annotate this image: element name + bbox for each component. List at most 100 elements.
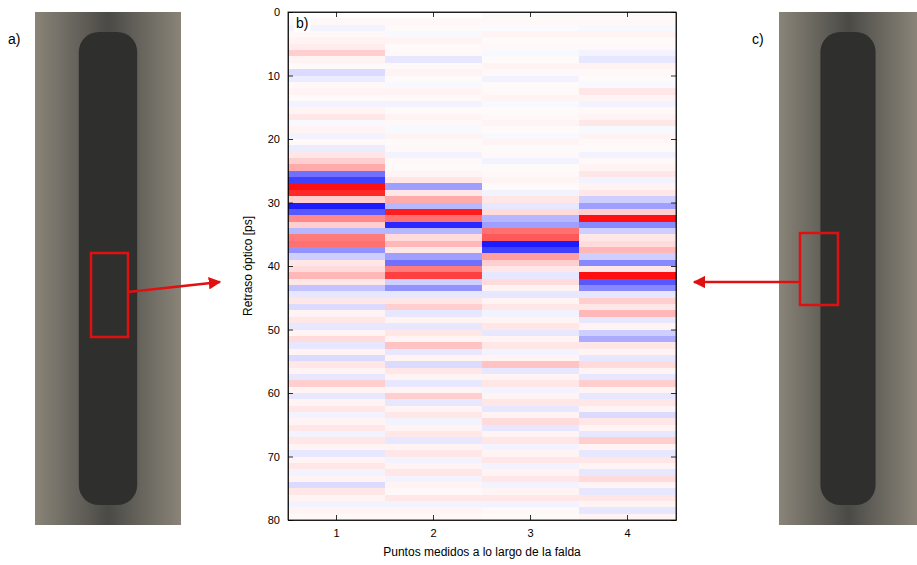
heatmap-cell bbox=[482, 133, 579, 140]
heatmap-cell bbox=[288, 31, 385, 38]
heatmap-cell bbox=[579, 495, 676, 502]
heatmap-cell bbox=[288, 393, 385, 400]
y-axis-right bbox=[671, 13, 677, 521]
heatmap-cell bbox=[385, 418, 482, 425]
heatmap-cell bbox=[579, 463, 676, 470]
heatmap-cell bbox=[482, 469, 579, 476]
heatmap-cell bbox=[482, 457, 579, 464]
heatmap-cell bbox=[288, 177, 385, 184]
heatmap-cell bbox=[385, 12, 482, 19]
heatmap-cell bbox=[385, 457, 482, 464]
heatmap-cell bbox=[288, 76, 385, 83]
heatmap-cell bbox=[385, 158, 482, 165]
heatmap-cell bbox=[579, 437, 676, 444]
heatmap-cell bbox=[482, 495, 579, 502]
heatmap-cell bbox=[385, 253, 482, 260]
photo bbox=[779, 12, 917, 525]
heatmap-cell bbox=[385, 203, 482, 210]
heatmap-cell bbox=[288, 368, 385, 375]
heatmap-cell bbox=[385, 291, 482, 298]
heatmap-cell bbox=[288, 450, 385, 457]
heatmap-cell bbox=[579, 266, 676, 273]
heatmap-cell bbox=[482, 272, 579, 279]
tick: 1 bbox=[333, 515, 339, 539]
heatmap-cell bbox=[579, 234, 676, 241]
axis-line bbox=[289, 520, 677, 521]
figure: 010203040506070801234Retraso óptico [ps]… bbox=[0, 0, 917, 565]
highlight-box bbox=[800, 233, 838, 305]
heatmap-cell bbox=[385, 247, 482, 254]
heatmap-cell bbox=[385, 18, 482, 25]
heatmap-cell bbox=[482, 95, 579, 102]
tick: 2 bbox=[430, 515, 436, 539]
heatmap-cell bbox=[288, 190, 385, 197]
heatmap-cell bbox=[288, 114, 385, 121]
heatmap-cell bbox=[482, 450, 579, 457]
heatmap-cell bbox=[288, 457, 385, 464]
heatmap-cell bbox=[385, 425, 482, 432]
heatmap-cell bbox=[579, 399, 676, 406]
heatmap-cell bbox=[579, 336, 676, 343]
heatmap-cell bbox=[288, 234, 385, 241]
heatmap-cell bbox=[482, 298, 579, 305]
heatmap-cell bbox=[482, 323, 579, 330]
heatmap-cell bbox=[482, 18, 579, 25]
heatmap-cell bbox=[482, 361, 579, 368]
heatmap-cell bbox=[288, 349, 385, 356]
tick-mark bbox=[671, 393, 676, 394]
heatmap-cell bbox=[385, 488, 482, 495]
tick-mark bbox=[336, 515, 337, 520]
heatmap-cell bbox=[288, 298, 385, 305]
heatmap-cell bbox=[288, 222, 385, 229]
heatmap-cell bbox=[482, 387, 579, 394]
heatmap-cell bbox=[579, 177, 676, 184]
heatmap-cell bbox=[579, 355, 676, 362]
heatmap-cell bbox=[579, 152, 676, 159]
heatmap-cell bbox=[482, 37, 579, 44]
heatmap-cell bbox=[385, 101, 482, 108]
heatmap-cell bbox=[579, 469, 676, 476]
tick bbox=[627, 12, 628, 17]
heatmap-cell bbox=[288, 209, 385, 216]
tick bbox=[530, 12, 531, 17]
heatmap-cell bbox=[482, 291, 579, 298]
tick bbox=[671, 76, 676, 77]
statue-silhouette bbox=[79, 32, 137, 505]
tick: 10 bbox=[268, 70, 293, 82]
heatmap-cell bbox=[288, 507, 385, 514]
tick bbox=[671, 330, 676, 331]
heatmap-cell bbox=[579, 304, 676, 311]
heatmap-cell bbox=[288, 183, 385, 190]
heatmap-cell bbox=[385, 323, 482, 330]
heatmap-cell bbox=[482, 336, 579, 343]
heatmap-cell bbox=[482, 317, 579, 324]
heatmap-cell bbox=[482, 374, 579, 381]
heatmap-cell bbox=[579, 253, 676, 260]
heatmap-cell bbox=[385, 406, 482, 413]
heatmap-cell bbox=[482, 12, 579, 19]
tick-mark bbox=[671, 330, 676, 331]
heatmap-cell bbox=[288, 444, 385, 451]
tick bbox=[671, 266, 676, 267]
tick-label: 4 bbox=[624, 527, 630, 539]
heatmap-cell bbox=[385, 82, 482, 89]
heatmap-cell bbox=[288, 228, 385, 235]
tick-label: 3 bbox=[527, 527, 533, 539]
tick: 0 bbox=[274, 6, 293, 18]
heatmap-cell bbox=[288, 463, 385, 470]
photo bbox=[35, 12, 181, 525]
tick-mark bbox=[288, 393, 293, 394]
tick-mark bbox=[627, 515, 628, 520]
heatmap-cell bbox=[482, 476, 579, 483]
heatmap-cell bbox=[385, 177, 482, 184]
photo-placeholder bbox=[779, 12, 917, 525]
heatmap-cell bbox=[482, 304, 579, 311]
heatmap-cell bbox=[385, 25, 482, 32]
y-axis: 01020304050607080 bbox=[268, 6, 293, 526]
x-axis: 1 2 3 4 bbox=[289, 515, 677, 539]
heatmap-cell bbox=[482, 56, 579, 63]
heatmap-cell bbox=[288, 304, 385, 311]
heatmap-cell bbox=[482, 203, 579, 210]
heatmap-cell bbox=[482, 444, 579, 451]
heatmap-cell bbox=[482, 342, 579, 349]
